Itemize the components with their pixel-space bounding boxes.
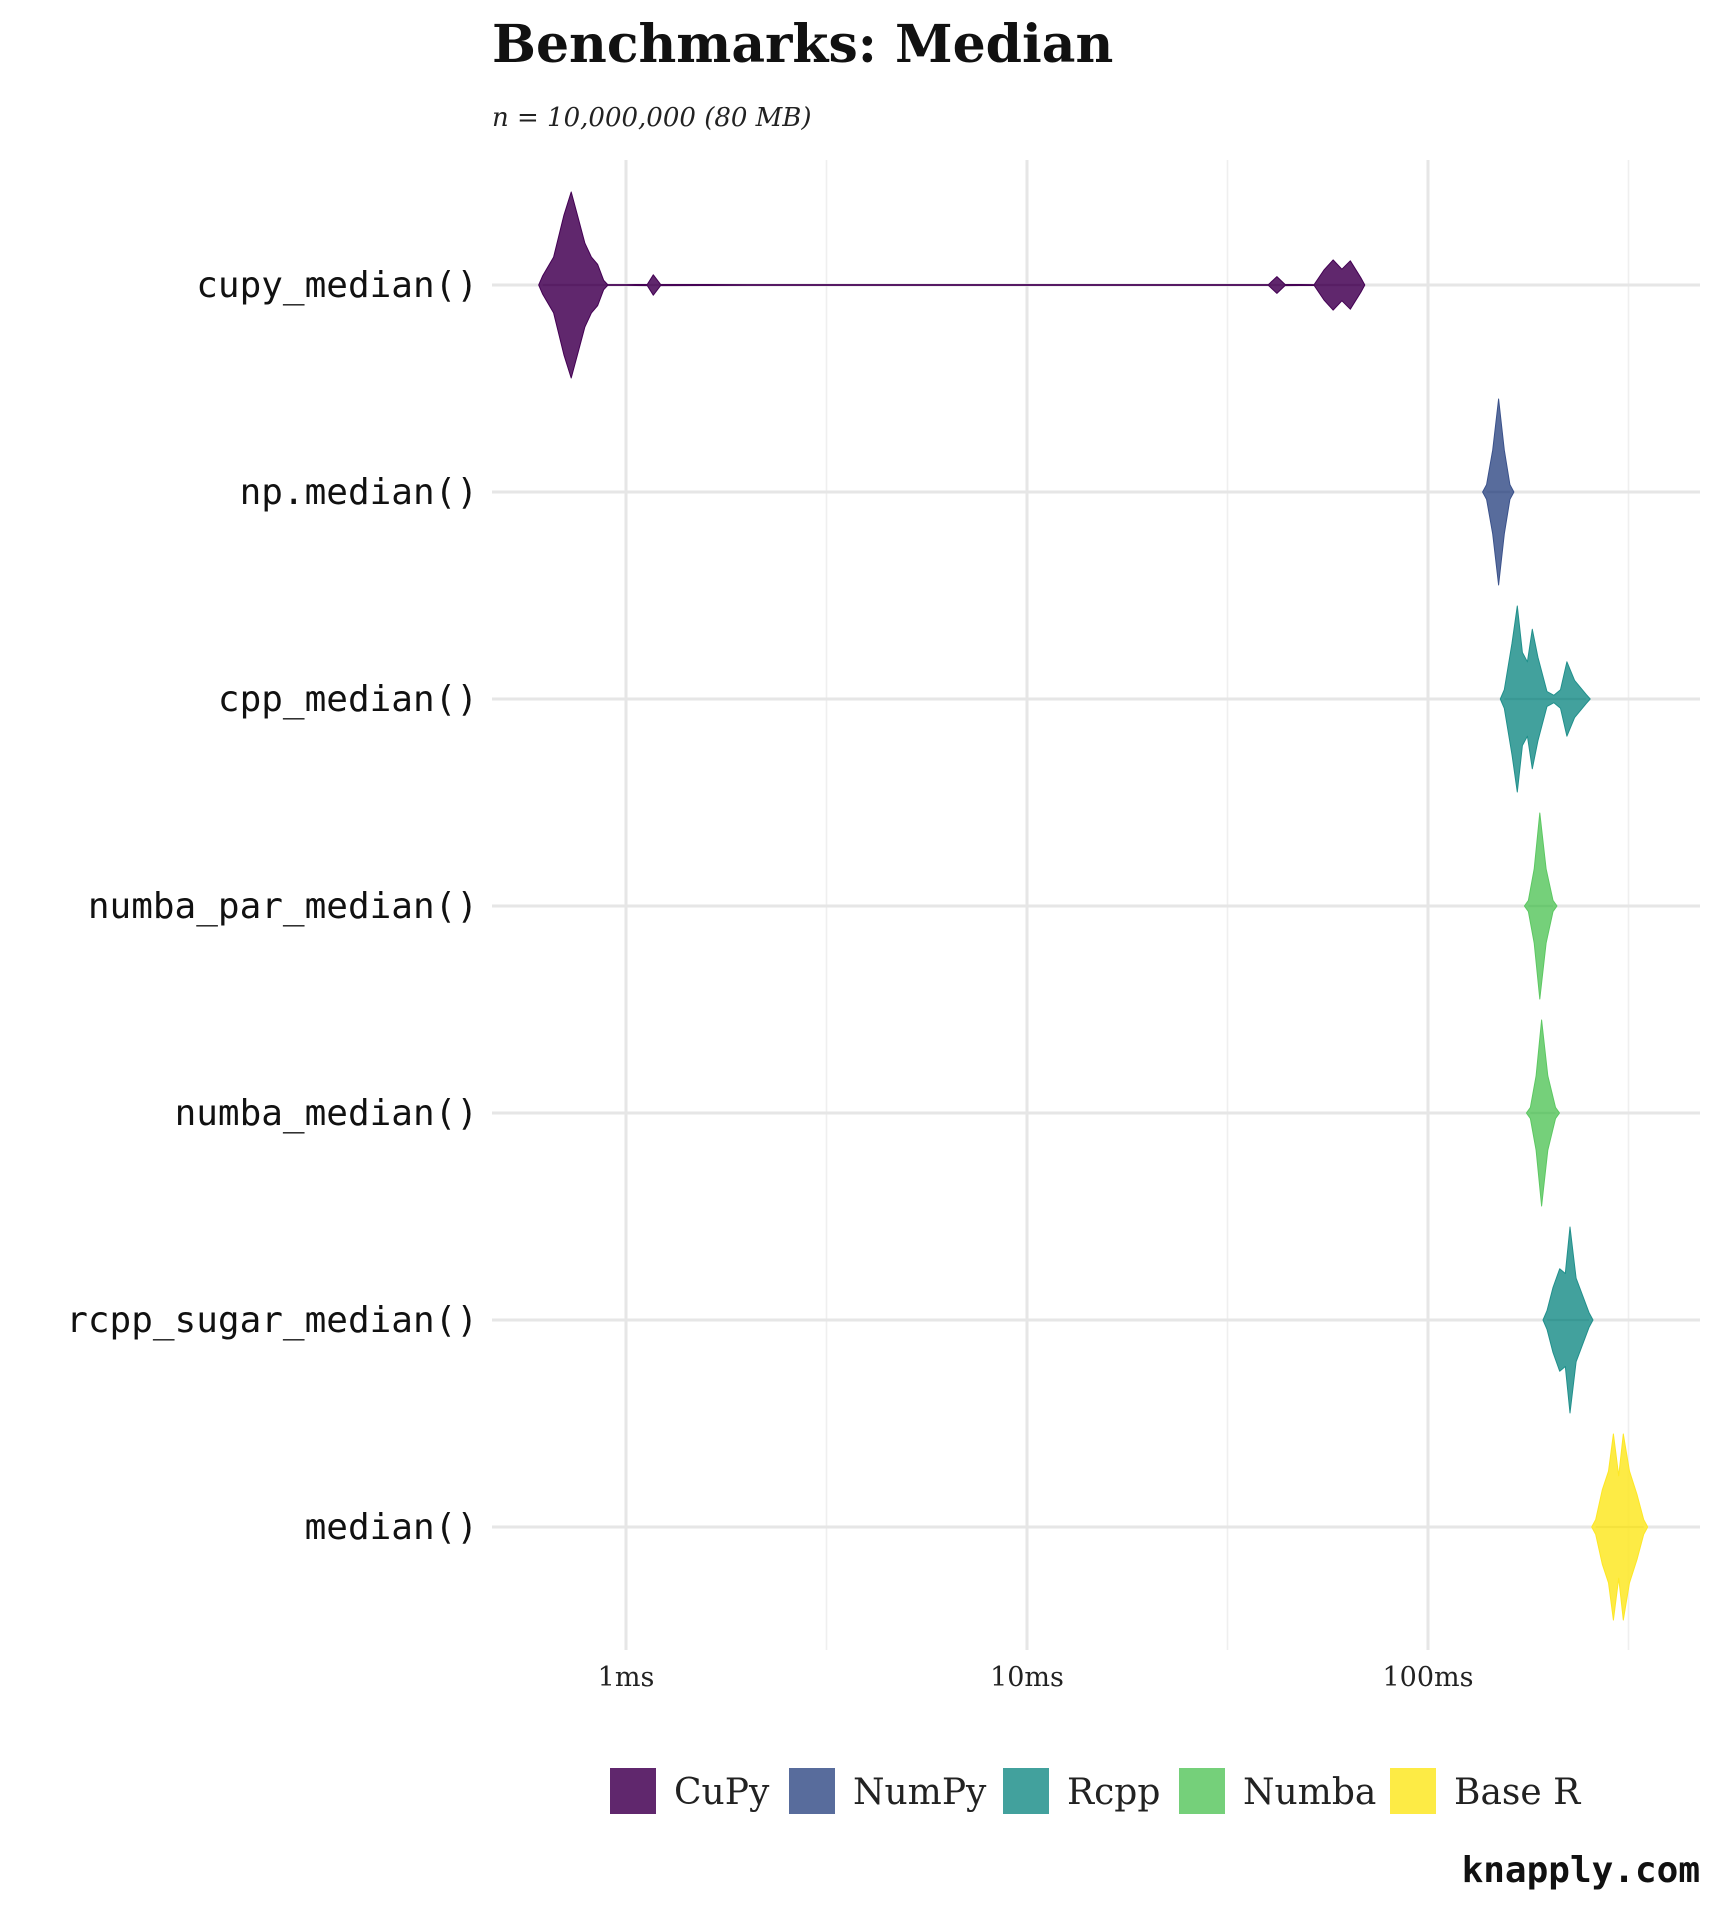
x-tick-label: 1ms xyxy=(598,1662,655,1693)
violin-rcpp xyxy=(1499,605,1591,793)
violin-rcpp xyxy=(1542,1226,1594,1414)
y-tick-label: median() xyxy=(305,1507,478,1548)
legend-swatch xyxy=(1390,1768,1436,1814)
violin-numba xyxy=(1525,1019,1560,1207)
legend-swatch xyxy=(1003,1768,1049,1814)
violin-numpy xyxy=(1482,398,1515,586)
y-tick-label: cpp_median() xyxy=(218,679,478,720)
legend-label: Numba xyxy=(1243,1772,1376,1813)
legend-swatch xyxy=(789,1768,835,1814)
y-tick-label: numba_par_median() xyxy=(88,886,478,927)
legend-swatch xyxy=(610,1768,656,1814)
violin-cupy xyxy=(538,191,1366,379)
y-tick-label: np.median() xyxy=(240,472,478,513)
y-tick-label: numba_median() xyxy=(175,1093,478,1134)
chart-title: Benchmarks: Median xyxy=(492,14,1113,75)
y-tick-label: cupy_median() xyxy=(196,265,478,306)
violins xyxy=(538,191,1649,1621)
caption: knapply.com xyxy=(1462,1850,1700,1891)
violin-numba xyxy=(1523,812,1558,1000)
y-axis-labels: cupy_median() np.median() cpp_median()numb… xyxy=(66,265,478,1548)
chart-subtitle: n = 10,000,000 (80 MB) xyxy=(492,103,812,133)
violin-base-r xyxy=(1591,1433,1649,1621)
y-tick-label: rcpp_sugar_median() xyxy=(66,1300,478,1341)
grid xyxy=(492,160,1700,1650)
x-tick-label: 10ms xyxy=(990,1662,1064,1693)
x-axis-ticks: 1ms 10ms 100ms xyxy=(598,1662,1474,1693)
x-tick-label: 100ms xyxy=(1383,1662,1474,1693)
legend-label: Base R xyxy=(1454,1772,1581,1813)
legend: CuPy NumPy Rcpp Numba Base R xyxy=(610,1768,1581,1814)
legend-swatch xyxy=(1179,1768,1225,1814)
legend-label: CuPy xyxy=(674,1772,770,1813)
legend-label: Rcpp xyxy=(1067,1772,1160,1813)
legend-label: NumPy xyxy=(853,1772,987,1813)
